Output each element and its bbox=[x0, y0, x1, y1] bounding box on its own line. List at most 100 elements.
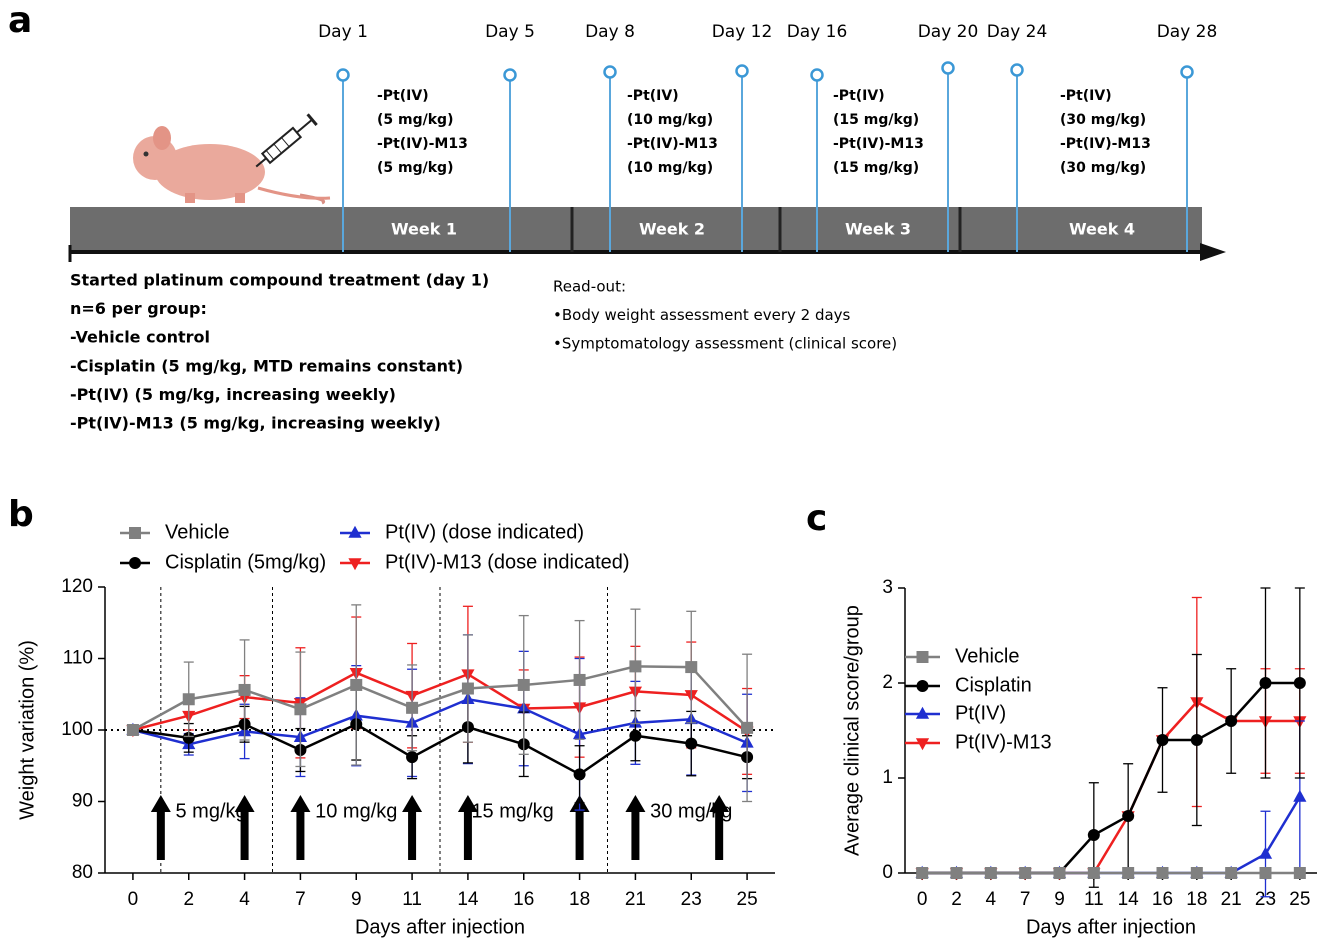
day-label: Day 16 bbox=[787, 22, 848, 42]
panel-label: b bbox=[8, 494, 34, 535]
y-tick-label: 1 bbox=[882, 767, 893, 788]
legend-marker bbox=[129, 557, 141, 569]
dose-label: 15 mg/kg bbox=[471, 800, 553, 822]
marker bbox=[238, 683, 251, 696]
x-tick-label: 23 bbox=[681, 889, 702, 910]
x-tick-label: 14 bbox=[457, 889, 479, 910]
marker bbox=[1087, 829, 1100, 841]
x-tick-label: 16 bbox=[1152, 889, 1173, 910]
panel-label: c bbox=[806, 498, 827, 539]
marker bbox=[406, 701, 419, 714]
dose-text: -Pt(IV) bbox=[627, 88, 679, 104]
marker bbox=[685, 737, 698, 750]
marker bbox=[741, 721, 754, 734]
marker bbox=[1087, 867, 1100, 879]
legend-label: Pt(IV) (dose indicated) bbox=[385, 521, 584, 543]
series-line bbox=[132, 722, 748, 776]
x-tick-label: 25 bbox=[1289, 889, 1310, 910]
x-tick-label: 14 bbox=[1118, 889, 1140, 910]
syringe-illustration bbox=[255, 113, 318, 168]
x-tick-label: 18 bbox=[1186, 889, 1207, 910]
x-tick-label: 21 bbox=[625, 889, 646, 910]
day-marker bbox=[810, 68, 824, 82]
day-marker bbox=[1180, 65, 1194, 79]
treatment-text: -Pt(IV) (5 mg/kg, increasing weekly) bbox=[70, 385, 396, 404]
day-label: Day 8 bbox=[585, 22, 635, 42]
marker bbox=[916, 867, 929, 879]
marker bbox=[1259, 677, 1272, 689]
marker bbox=[1258, 846, 1273, 859]
day-marker bbox=[941, 61, 955, 75]
legend-marker bbox=[916, 651, 929, 663]
dose-text: -Pt(IV)-M13 bbox=[377, 136, 468, 152]
marker bbox=[1293, 867, 1306, 879]
y-tick-label: 90 bbox=[72, 791, 93, 812]
mouse-illustration bbox=[133, 126, 331, 205]
legend-marker bbox=[348, 558, 362, 571]
y-tick-label: 3 bbox=[882, 577, 893, 598]
marker bbox=[1122, 867, 1135, 879]
day-label: Day 20 bbox=[918, 22, 979, 42]
x-tick-label: 9 bbox=[351, 889, 362, 910]
x-tick-label: 23 bbox=[1255, 889, 1276, 910]
series-line bbox=[922, 796, 1301, 875]
legend-label: Vehicle bbox=[955, 645, 1020, 667]
x-tick-label: 25 bbox=[737, 889, 758, 910]
x-tick-label: 11 bbox=[1084, 889, 1104, 910]
dose-text: (5 mg/kg) bbox=[377, 112, 453, 128]
marker bbox=[950, 867, 963, 879]
marker bbox=[1225, 867, 1238, 879]
marker bbox=[573, 673, 586, 686]
injection-arrow bbox=[402, 795, 423, 860]
legend-marker bbox=[916, 680, 929, 692]
series-line bbox=[132, 697, 748, 746]
y-tick-label: 80 bbox=[72, 862, 93, 883]
panel-label: a bbox=[8, 0, 32, 41]
y-axis-label: Average clinical score/group bbox=[841, 605, 863, 856]
treatment-text: n=6 per group: bbox=[70, 299, 207, 318]
series-line bbox=[922, 700, 1300, 875]
series bbox=[916, 867, 1306, 879]
series-line bbox=[132, 671, 748, 733]
injection-arrow bbox=[234, 795, 255, 860]
injection-arrow bbox=[457, 795, 478, 860]
marker bbox=[1259, 867, 1272, 879]
marker bbox=[126, 724, 139, 736]
marker bbox=[350, 678, 363, 691]
week-label: Week 1 bbox=[391, 220, 457, 239]
marker bbox=[1156, 734, 1169, 746]
legend-label: Vehicle bbox=[165, 521, 230, 543]
y-tick-label: 110 bbox=[63, 648, 93, 669]
x-tick-label: 2 bbox=[951, 889, 962, 910]
marker bbox=[1293, 677, 1306, 689]
series bbox=[126, 604, 754, 803]
x-axis-label: Days after injection bbox=[355, 916, 525, 938]
legend-marker bbox=[348, 525, 362, 538]
dose-text: (5 mg/kg) bbox=[377, 160, 453, 176]
readout-text: •Body weight assessment every 2 days bbox=[553, 306, 851, 324]
day-label: Day 12 bbox=[712, 22, 773, 42]
marker bbox=[1293, 789, 1307, 802]
timeline-bar bbox=[70, 207, 1202, 252]
legend-marker bbox=[129, 527, 141, 539]
series-line bbox=[132, 665, 749, 732]
treatment-text: -Pt(IV)-M13 (5 mg/kg, increasing weekly) bbox=[70, 414, 441, 433]
day-label: Day 28 bbox=[1157, 22, 1218, 42]
dose-text: (30 mg/kg) bbox=[1060, 160, 1146, 176]
marker bbox=[1122, 810, 1135, 822]
x-axis-label: Days after injection bbox=[1026, 916, 1196, 938]
legend-label: Cisplatin (5mg/kg) bbox=[165, 551, 326, 573]
dose-text: (15 mg/kg) bbox=[833, 160, 919, 176]
legend-label: Cisplatin bbox=[955, 674, 1032, 696]
readout-text: Read-out: bbox=[553, 278, 626, 296]
marker bbox=[182, 693, 195, 706]
y-axis-label: Weight variation (%) bbox=[16, 640, 38, 820]
legend-label: Pt(IV)-M13 bbox=[955, 731, 1052, 753]
day-marker bbox=[503, 68, 517, 82]
x-tick-label: 4 bbox=[986, 889, 997, 910]
day-label: Day 5 bbox=[485, 22, 535, 42]
dose-text: (10 mg/kg) bbox=[627, 112, 713, 128]
marker bbox=[294, 703, 307, 716]
marker bbox=[461, 682, 474, 695]
y-tick-label: 2 bbox=[882, 672, 893, 693]
